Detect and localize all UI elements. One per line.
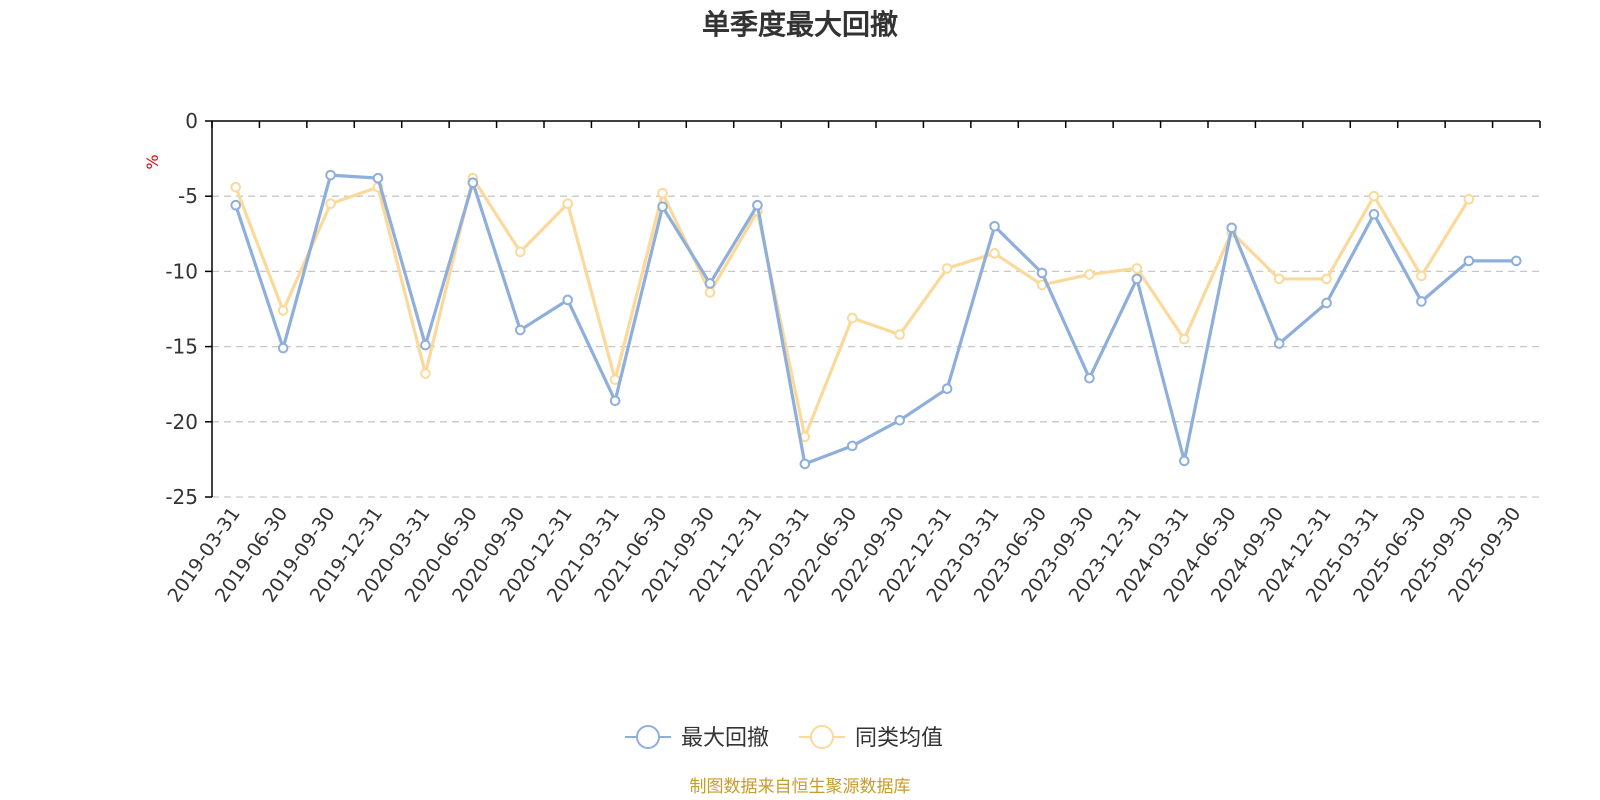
series-lines [231,171,1520,468]
y-tick-label: -25 [165,485,198,509]
data-point[interactable] [231,183,240,192]
legend-item-1[interactable]: 同类均值 [799,726,943,751]
data-point[interactable] [1275,275,1284,284]
data-point[interactable] [1133,275,1142,284]
data-point[interactable] [421,369,430,378]
y-tick-label: 0 [185,109,198,133]
y-tick-label: -5 [178,184,198,208]
data-point[interactable] [563,296,572,305]
data-point[interactable] [848,442,857,451]
legend-marker [637,726,659,748]
data-point[interactable] [1370,210,1379,219]
data-point[interactable] [658,202,667,211]
data-point[interactable] [1512,257,1521,266]
y-axis-label: % [143,154,162,169]
data-point[interactable] [326,199,335,208]
series-line-0 [236,175,1517,464]
data-point[interactable] [231,201,240,210]
data-point[interactable] [563,199,572,208]
data-point[interactable] [1133,264,1142,273]
data-point[interactable] [895,330,904,339]
data-point[interactable] [943,384,952,393]
data-point[interactable] [706,279,715,288]
y-tick-label: -10 [165,259,198,283]
data-point[interactable] [611,396,620,405]
data-point[interactable] [990,222,999,231]
legend-marker [811,726,833,748]
data-point[interactable] [1180,457,1189,466]
data-point[interactable] [801,460,810,469]
data-point[interactable] [469,178,478,187]
data-point[interactable] [1322,275,1331,284]
data-point[interactable] [1180,335,1189,344]
source-note: 制图数据来自恒生聚源数据库 [690,777,911,797]
legend[interactable]: 最大回撤 同类均值 [625,726,943,751]
data-point[interactable] [421,341,430,350]
data-point[interactable] [943,264,952,273]
data-point[interactable] [1275,339,1284,348]
data-point[interactable] [516,248,525,257]
chart-title: 单季度最大回撤 [702,8,898,41]
data-point[interactable] [326,171,335,180]
data-point[interactable] [1085,270,1094,279]
data-point[interactable] [1322,299,1331,308]
data-point[interactable] [1038,269,1047,278]
data-point[interactable] [279,344,288,353]
data-point[interactable] [1085,374,1094,383]
legend-label: 最大回撤 [681,726,769,751]
data-point[interactable] [990,249,999,258]
data-point[interactable] [1227,223,1236,232]
data-point[interactable] [706,288,715,297]
data-point[interactable] [1465,257,1474,266]
y-tick-label: -20 [165,410,198,434]
grid-lines [212,196,1540,497]
data-point[interactable] [895,416,904,425]
data-point[interactable] [1465,195,1474,204]
data-point[interactable] [1417,272,1426,281]
legend-label: 同类均值 [855,726,943,751]
data-point[interactable] [279,306,288,315]
series-line-1 [236,178,1469,437]
axes [205,121,1540,497]
data-point[interactable] [516,326,525,335]
data-point[interactable] [374,174,383,183]
data-point[interactable] [848,314,857,323]
x-tick-labels: 2019-03-312019-06-302019-09-302019-12-31… [163,503,1525,606]
legend-item-0[interactable]: 最大回撤 [625,726,769,751]
data-point[interactable] [753,201,762,210]
y-tick-label: -15 [165,335,198,359]
data-point[interactable] [658,189,667,198]
y-tick-labels: 0 -5 -10 -15 -20 -25 [165,109,198,509]
data-point[interactable] [1417,297,1426,306]
data-point[interactable] [1370,192,1379,201]
